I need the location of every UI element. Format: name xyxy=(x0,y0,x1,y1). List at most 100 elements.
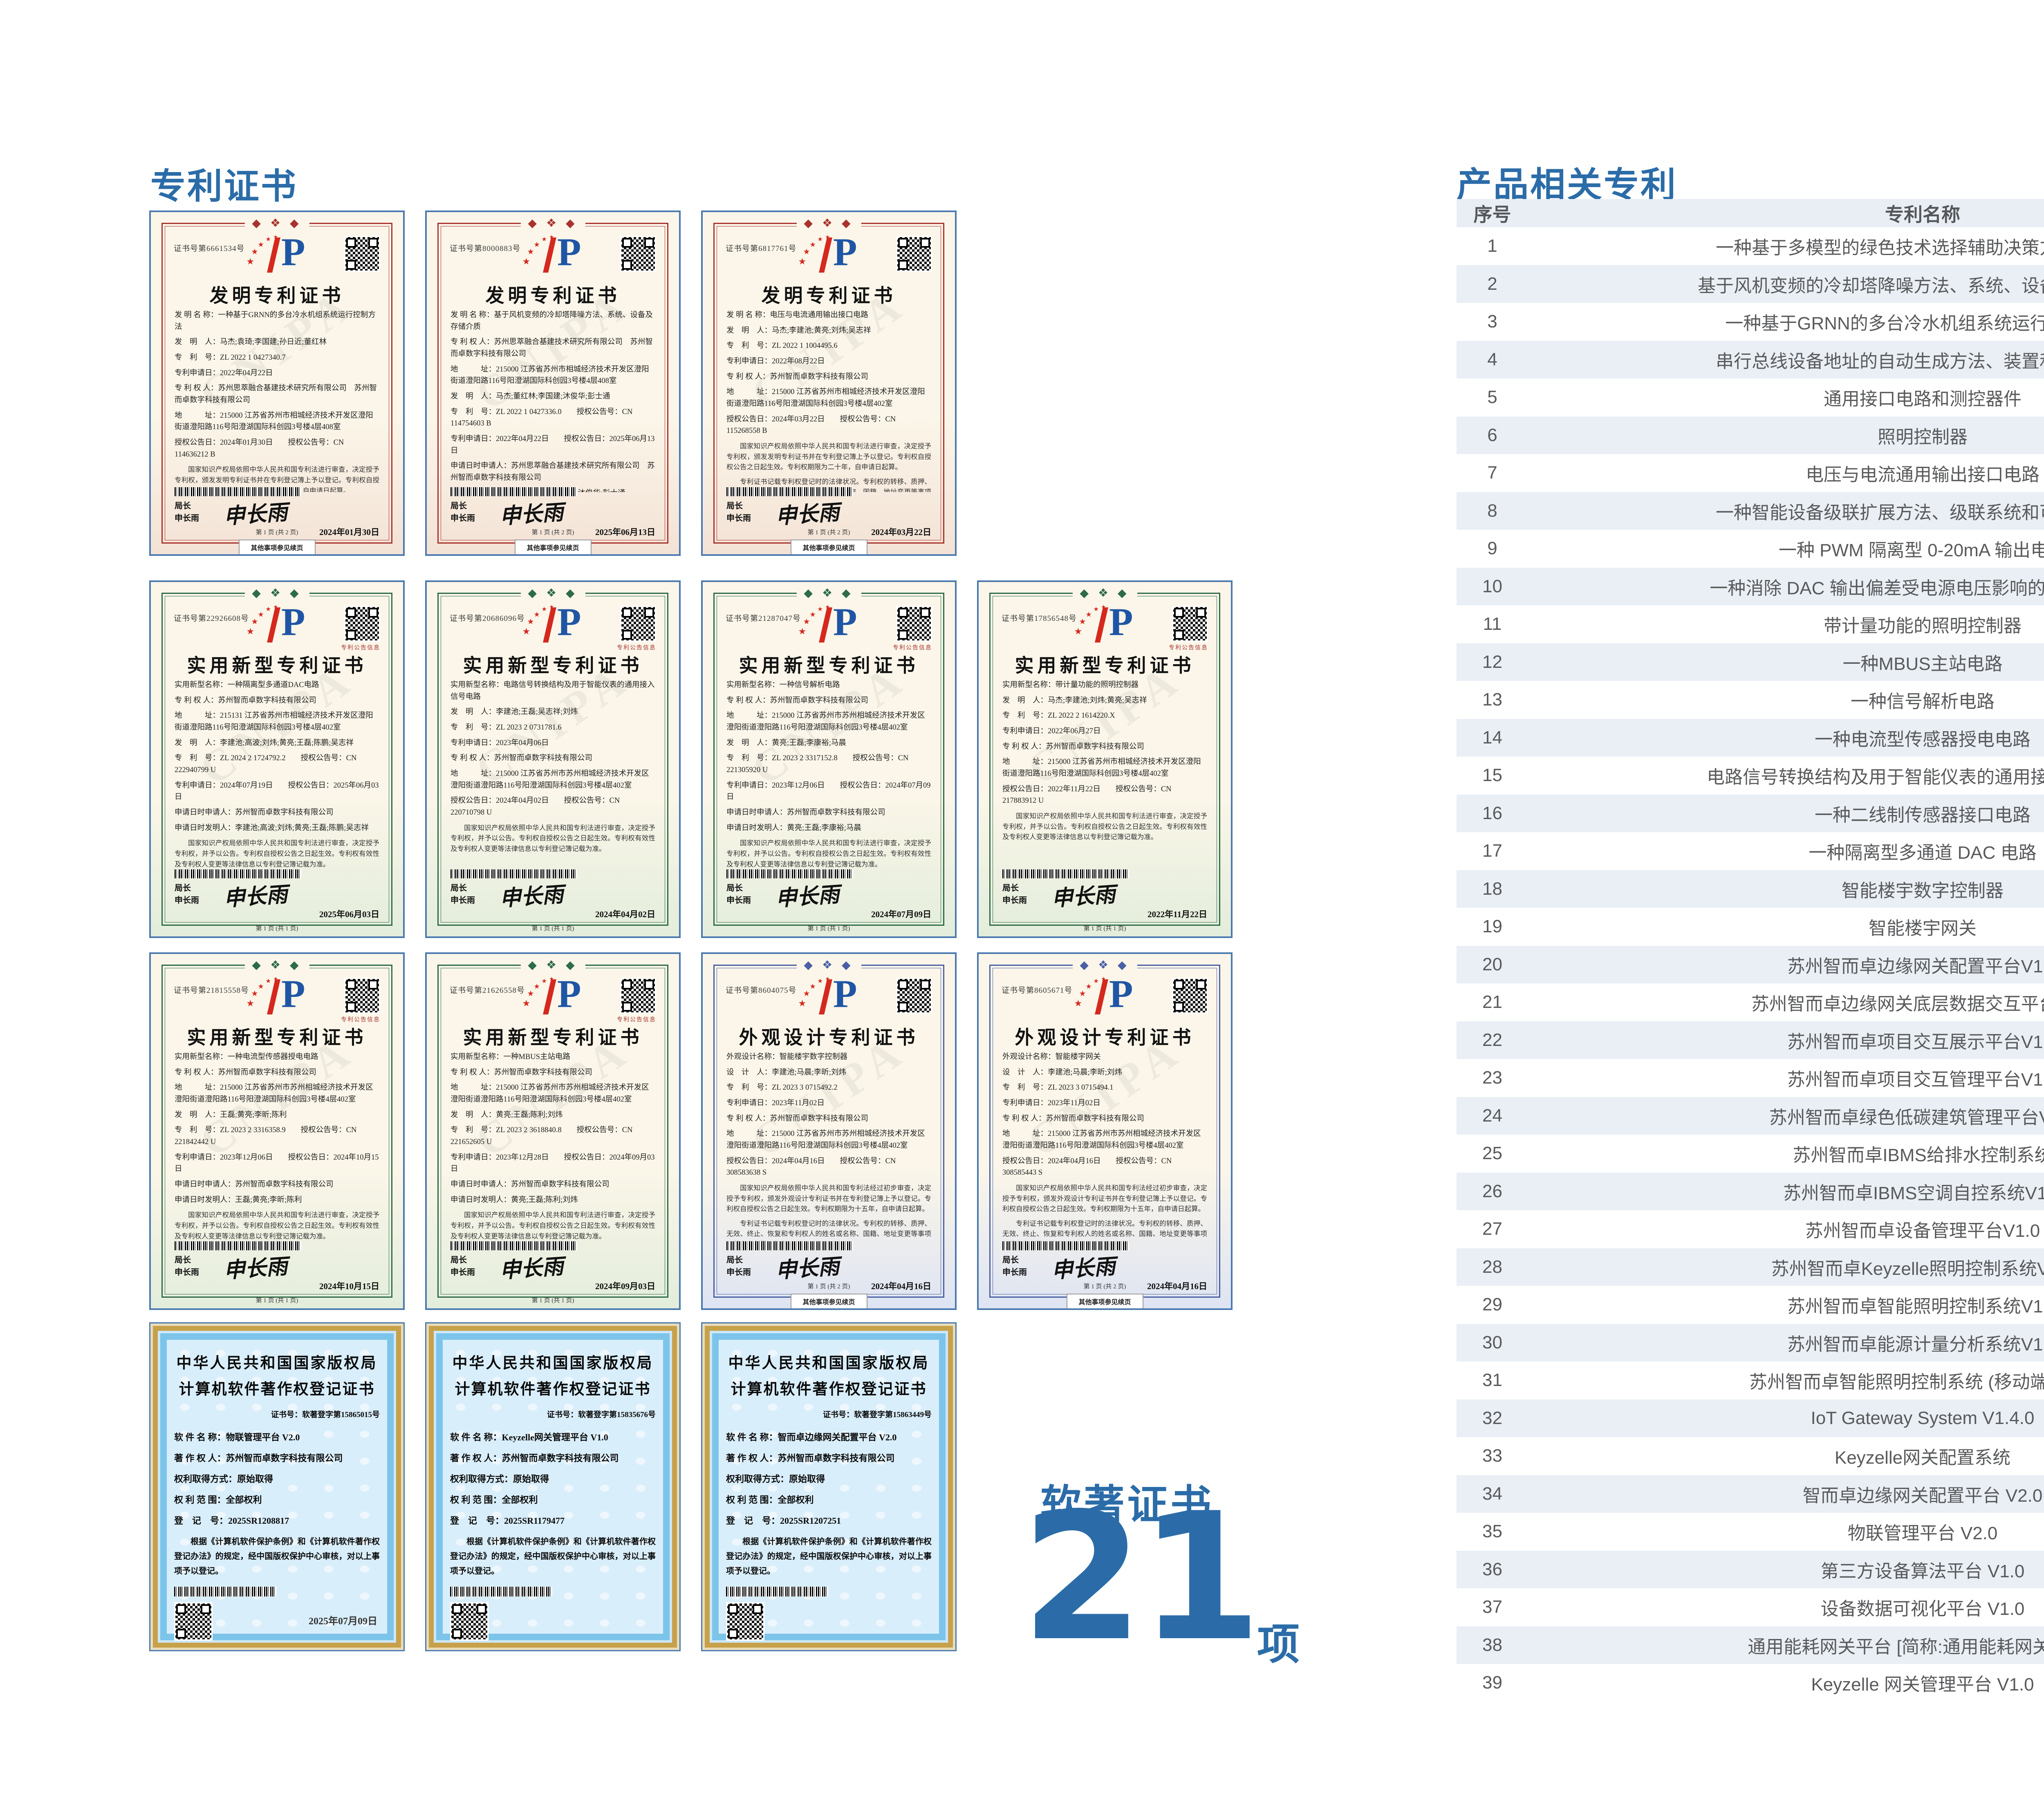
certificate-field: 专利申请日：2023年12月06日 授权公告日：2024年07月09日 xyxy=(726,781,931,802)
patent-certificates-title: 专利证书 xyxy=(150,167,298,206)
table-row: 13一种信号解析电路实用新型 xyxy=(1457,681,2044,719)
patent-name: IoT Gateway System V1.4.0 xyxy=(1811,1408,2035,1428)
patent-name: 照明控制器 xyxy=(1878,427,1968,447)
barcode-icon xyxy=(1002,869,1129,878)
patent-index: 5 xyxy=(1487,387,1497,408)
certificate-number: 证书号第21626558号 xyxy=(450,986,525,995)
patent-index: 10 xyxy=(1482,576,1502,596)
certificate-field: 权利取得方式：原始取得 xyxy=(174,1474,273,1484)
signature-title: 局长 申长雨 xyxy=(1002,1256,1027,1277)
certificate-field: 发 明 名 称：一种基于GRNN的多台冷水机组系统运行控制方法 xyxy=(175,311,376,331)
star-icon: ★ xyxy=(549,976,554,982)
patent-index: 16 xyxy=(1482,803,1502,823)
star-icon: ★ xyxy=(541,978,547,985)
certificate-field: 申请日时申请人：苏州思萃融合基建技术研究所有限公司 苏州智而卓数字科技有限公司 xyxy=(450,462,655,482)
certificate-field: 专利申请日：2023年11月02日 xyxy=(1002,1099,1100,1108)
frame-ornament-icon: ◆ ❖ ◆ xyxy=(520,958,585,972)
certificate-field: 授权公告日：2024年03月22日 授权公告号：CN 115268558 B xyxy=(726,415,896,435)
certificate-field: 发 明 人：马杰;董红林;李国建;沐俊华;彭士通 xyxy=(450,392,610,401)
barcode-icon xyxy=(175,487,301,496)
patent-index: 31 xyxy=(1482,1370,1502,1390)
certificate-field: 申请日时申请人：苏州智而卓数字科技有限公司 xyxy=(175,808,334,817)
patent-index: 17 xyxy=(1482,841,1502,861)
patent-table: 序号 专利名称 专利类型 1一种基于多模型的绿色技术选择辅助决策方法和系统发明2… xyxy=(1457,199,2044,1702)
patent-index: 26 xyxy=(1482,1181,1502,1201)
frame-ornament-icon: ◆ ❖ ◆ xyxy=(1072,958,1137,972)
certificate-field: 专 利 权 人：苏州智而卓数字科技有限公司 xyxy=(450,1068,592,1077)
qr-code-icon xyxy=(620,236,656,272)
certificate-field: 专 利 号：ZL 2023 3 0715492.2 xyxy=(726,1084,838,1092)
qr-code-icon xyxy=(1172,606,1208,642)
certificate-field: 专 利 号：ZL 2023 2 0731781.6 xyxy=(450,723,562,732)
star-icon: ★ xyxy=(825,976,830,982)
patent-index: 19 xyxy=(1482,916,1502,937)
star-icon: ★ xyxy=(273,976,278,982)
patent-index: 6 xyxy=(1487,425,1497,445)
qr-code-icon xyxy=(344,978,380,1014)
certificate-card-utility: CNIPA ◆ ❖ ◆ 证书号第21287047号 ★ ★ ★ ★ ★ P 专利公告信息 … xyxy=(701,580,957,938)
star-icon: ★ xyxy=(251,990,258,998)
table-row: 5通用接口电路和测控器件发明 xyxy=(1457,378,2044,416)
certificate-field: 权 利 范 围：全部权利 xyxy=(450,1495,538,1505)
software-certificate-title-line1: 中华人民共和国国家版权局 xyxy=(176,1355,378,1372)
certificate-title: 实用新型专利证书 xyxy=(739,655,919,676)
certificate-number: 证书号第22926608号 xyxy=(174,614,249,623)
patent-name: 一种基于GRNN的多台冷水机组系统运行控制方法 xyxy=(1725,313,2044,334)
patent-index: 23 xyxy=(1482,1068,1502,1088)
star-icon: ★ xyxy=(817,236,823,243)
patent-name: 电压与电流通用输出接口电路 xyxy=(1806,465,2040,485)
certificate-field: 发 明 人：王磊;黄亮;李昕;陈利 xyxy=(175,1111,287,1119)
patent-name: 苏州智而卓能源计量分析系统V1.0 xyxy=(1787,1334,2044,1355)
certificate-number: 证书号第17856548号 xyxy=(1002,614,1077,623)
star-icon: ★ xyxy=(803,990,810,998)
certificate-fields: 实用新型名称：一种隔离型多通道DAC电路专 利 权 人：苏州智而卓数字科技有限公… xyxy=(175,679,379,874)
certificate-body-text: 国家知识产权局依照中华人民共和国专利法进行审查，决定授予专利权，并予以公告。专利… xyxy=(726,839,931,868)
signature-script: 申长雨 xyxy=(499,883,565,911)
certificate-title: 发明专利证书 xyxy=(209,285,345,306)
certificate-date: 2024年03月22日 xyxy=(871,527,931,537)
certificate-field: 发 明 人：李建池;王磊;吴志祥;刘炜 xyxy=(450,708,578,717)
continuation-tab: 其他事项参见续页 xyxy=(1066,1294,1143,1308)
certificate-field: 专 利 号：ZL 2023 2 3317152.8 授权公告号：CN 22130… xyxy=(726,754,909,775)
cnipa-emblem-icon: ★ ★ ★ ★ ★ P xyxy=(246,972,305,1016)
table-row: 9一种 PWM 隔离型 0-20mA 输出电路发明 xyxy=(1457,530,2044,568)
star-icon: ★ xyxy=(541,606,547,613)
star-icon: ★ xyxy=(803,618,810,626)
star-icon: ★ xyxy=(527,248,534,256)
star-icon: ★ xyxy=(549,604,554,610)
certificate-date: 2024年04月16日 xyxy=(1147,1281,1207,1291)
patent-index: 18 xyxy=(1482,878,1502,899)
signature-script: 申长雨 xyxy=(223,883,289,911)
certificate-field: 发 明 人：马杰;李建池;刘炜;黄亮;吴志祥 xyxy=(1002,696,1147,705)
cnipa-emblem-icon: ★ ★ ★ ★ ★ P xyxy=(522,600,581,644)
patent-index: 27 xyxy=(1482,1219,1502,1239)
star-icon: ★ xyxy=(258,611,264,618)
certificate-field: 实用新型名称：电路信号转换结构及用于智能仪表的通用接入信号电路 xyxy=(450,681,655,701)
certificate-body-text: 国家知识产权局依照中华人民共和国专利法进行审查，决定授予专利权，并予以公告。专利… xyxy=(450,824,655,853)
continuation-tab: 其他事项参见续页 xyxy=(514,540,592,554)
patent-name: 一种消除 DAC 输出偏差受电源电压影响的电路及方法 xyxy=(1710,578,2044,598)
certificate-field: 地 址：215000 江苏省苏州市相城经济技术开发区澄阳街道澄阳路116号阳澄湖… xyxy=(450,365,649,385)
certificate-field: 权 利 范 围：全部权利 xyxy=(174,1495,262,1505)
star-icon: ★ xyxy=(246,256,255,266)
table-row: 3一种基于GRNN的多台冷水机组系统运行控制方法发明 xyxy=(1457,303,2044,341)
certificate-body-text: 根据《计算机软件保护条例》和《计算机软件著作权登记办法》的规定，经中国版权保护中… xyxy=(726,1537,932,1576)
certificate-field: 设 计 人：李建池;马晨;李昕;刘炜 xyxy=(726,1068,846,1077)
certificate-field: 外观设计名称：智能楼宇数字控制器 xyxy=(726,1053,848,1061)
star-icon: ★ xyxy=(1085,983,1092,990)
frame-ornament-icon: ◆ ❖ ◆ xyxy=(520,216,585,230)
signature-title: 局长 申长雨 xyxy=(175,884,199,905)
certificate-field: 外观设计名称：智能楼宇网关 xyxy=(1002,1053,1101,1061)
patent-index: 34 xyxy=(1482,1483,1502,1504)
patent-index: 33 xyxy=(1482,1446,1502,1466)
patent-name: 智能楼宇数字控制器 xyxy=(1842,880,2004,901)
star-icon: ★ xyxy=(533,611,540,618)
patent-index: 12 xyxy=(1482,652,1502,672)
patent-name: 一种二线制传感器接口电路 xyxy=(1815,805,2031,825)
star-icon: ★ xyxy=(1085,611,1092,618)
signature-script: 申长雨 xyxy=(775,501,840,528)
